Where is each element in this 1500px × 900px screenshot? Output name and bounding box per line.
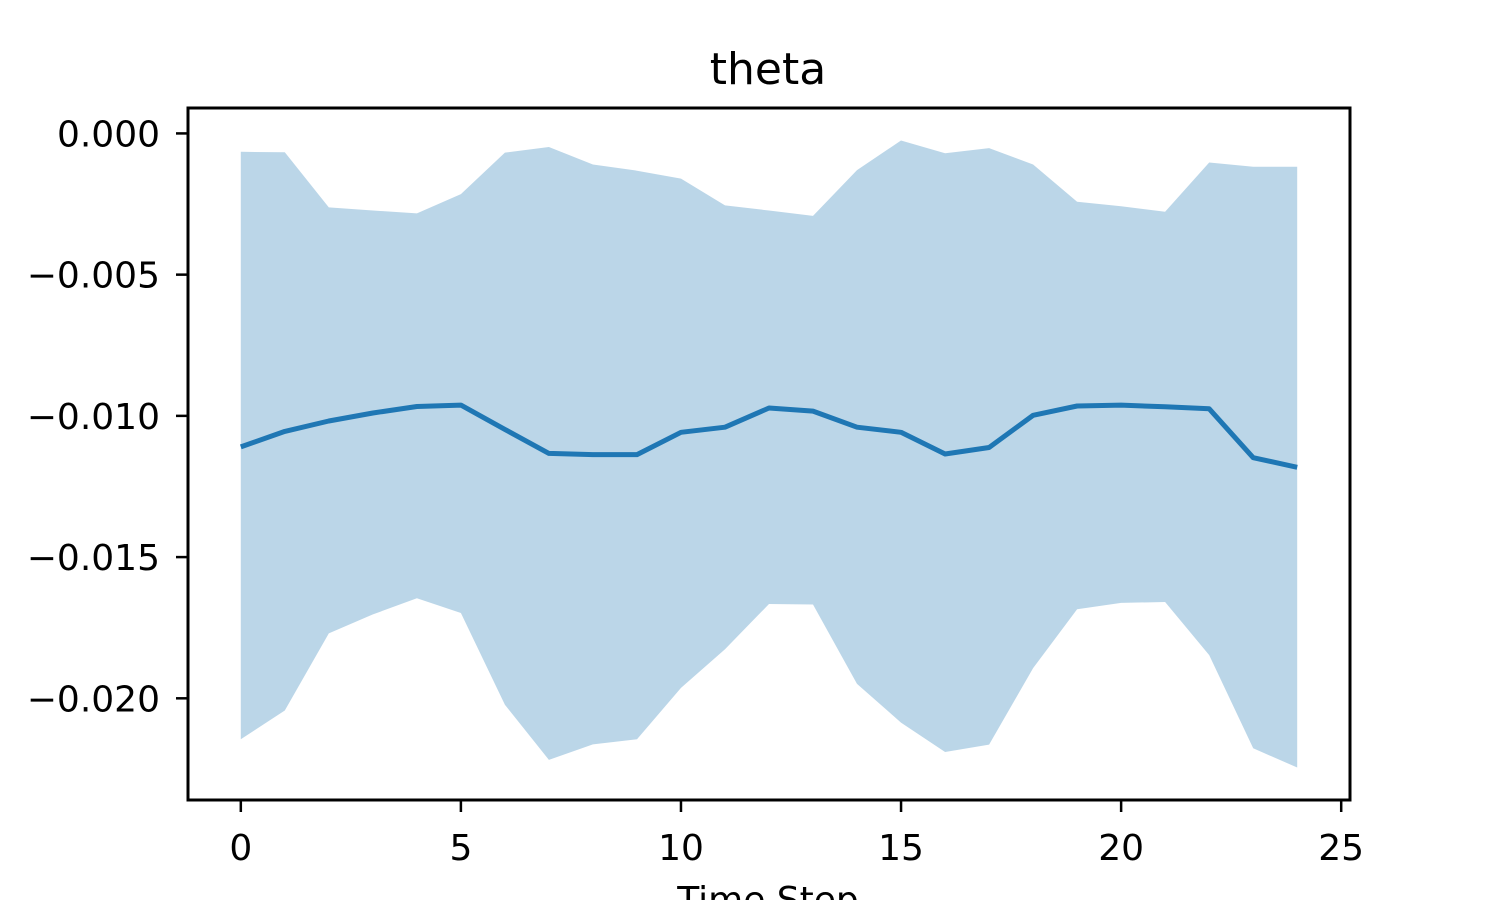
x-axis: 0 5 10 15 20 25 <box>229 800 1364 869</box>
x-tick-label: 20 <box>1098 828 1144 869</box>
x-axis-label: Time Step <box>676 880 859 900</box>
y-tick-label: 0.000 <box>57 114 160 155</box>
x-tick-label: 0 <box>229 828 252 869</box>
confidence-band <box>240 140 1298 768</box>
y-tick-label: −0.015 <box>27 538 160 579</box>
y-tick-label: −0.020 <box>27 679 160 720</box>
x-tick-label: 15 <box>878 828 924 869</box>
y-axis: 0.000 −0.005 −0.010 −0.015 −0.020 <box>27 114 188 720</box>
plot-area <box>239 140 1298 768</box>
x-tick-label: 5 <box>449 828 472 869</box>
axes-frame <box>186 106 1352 802</box>
x-tick-label: 10 <box>658 828 704 869</box>
y-tick-label: −0.010 <box>27 397 160 438</box>
series-line <box>239 402 1298 470</box>
x-tick-label: 25 <box>1318 828 1364 869</box>
chart-title: theta <box>710 44 826 95</box>
y-tick-label: −0.005 <box>27 256 160 297</box>
